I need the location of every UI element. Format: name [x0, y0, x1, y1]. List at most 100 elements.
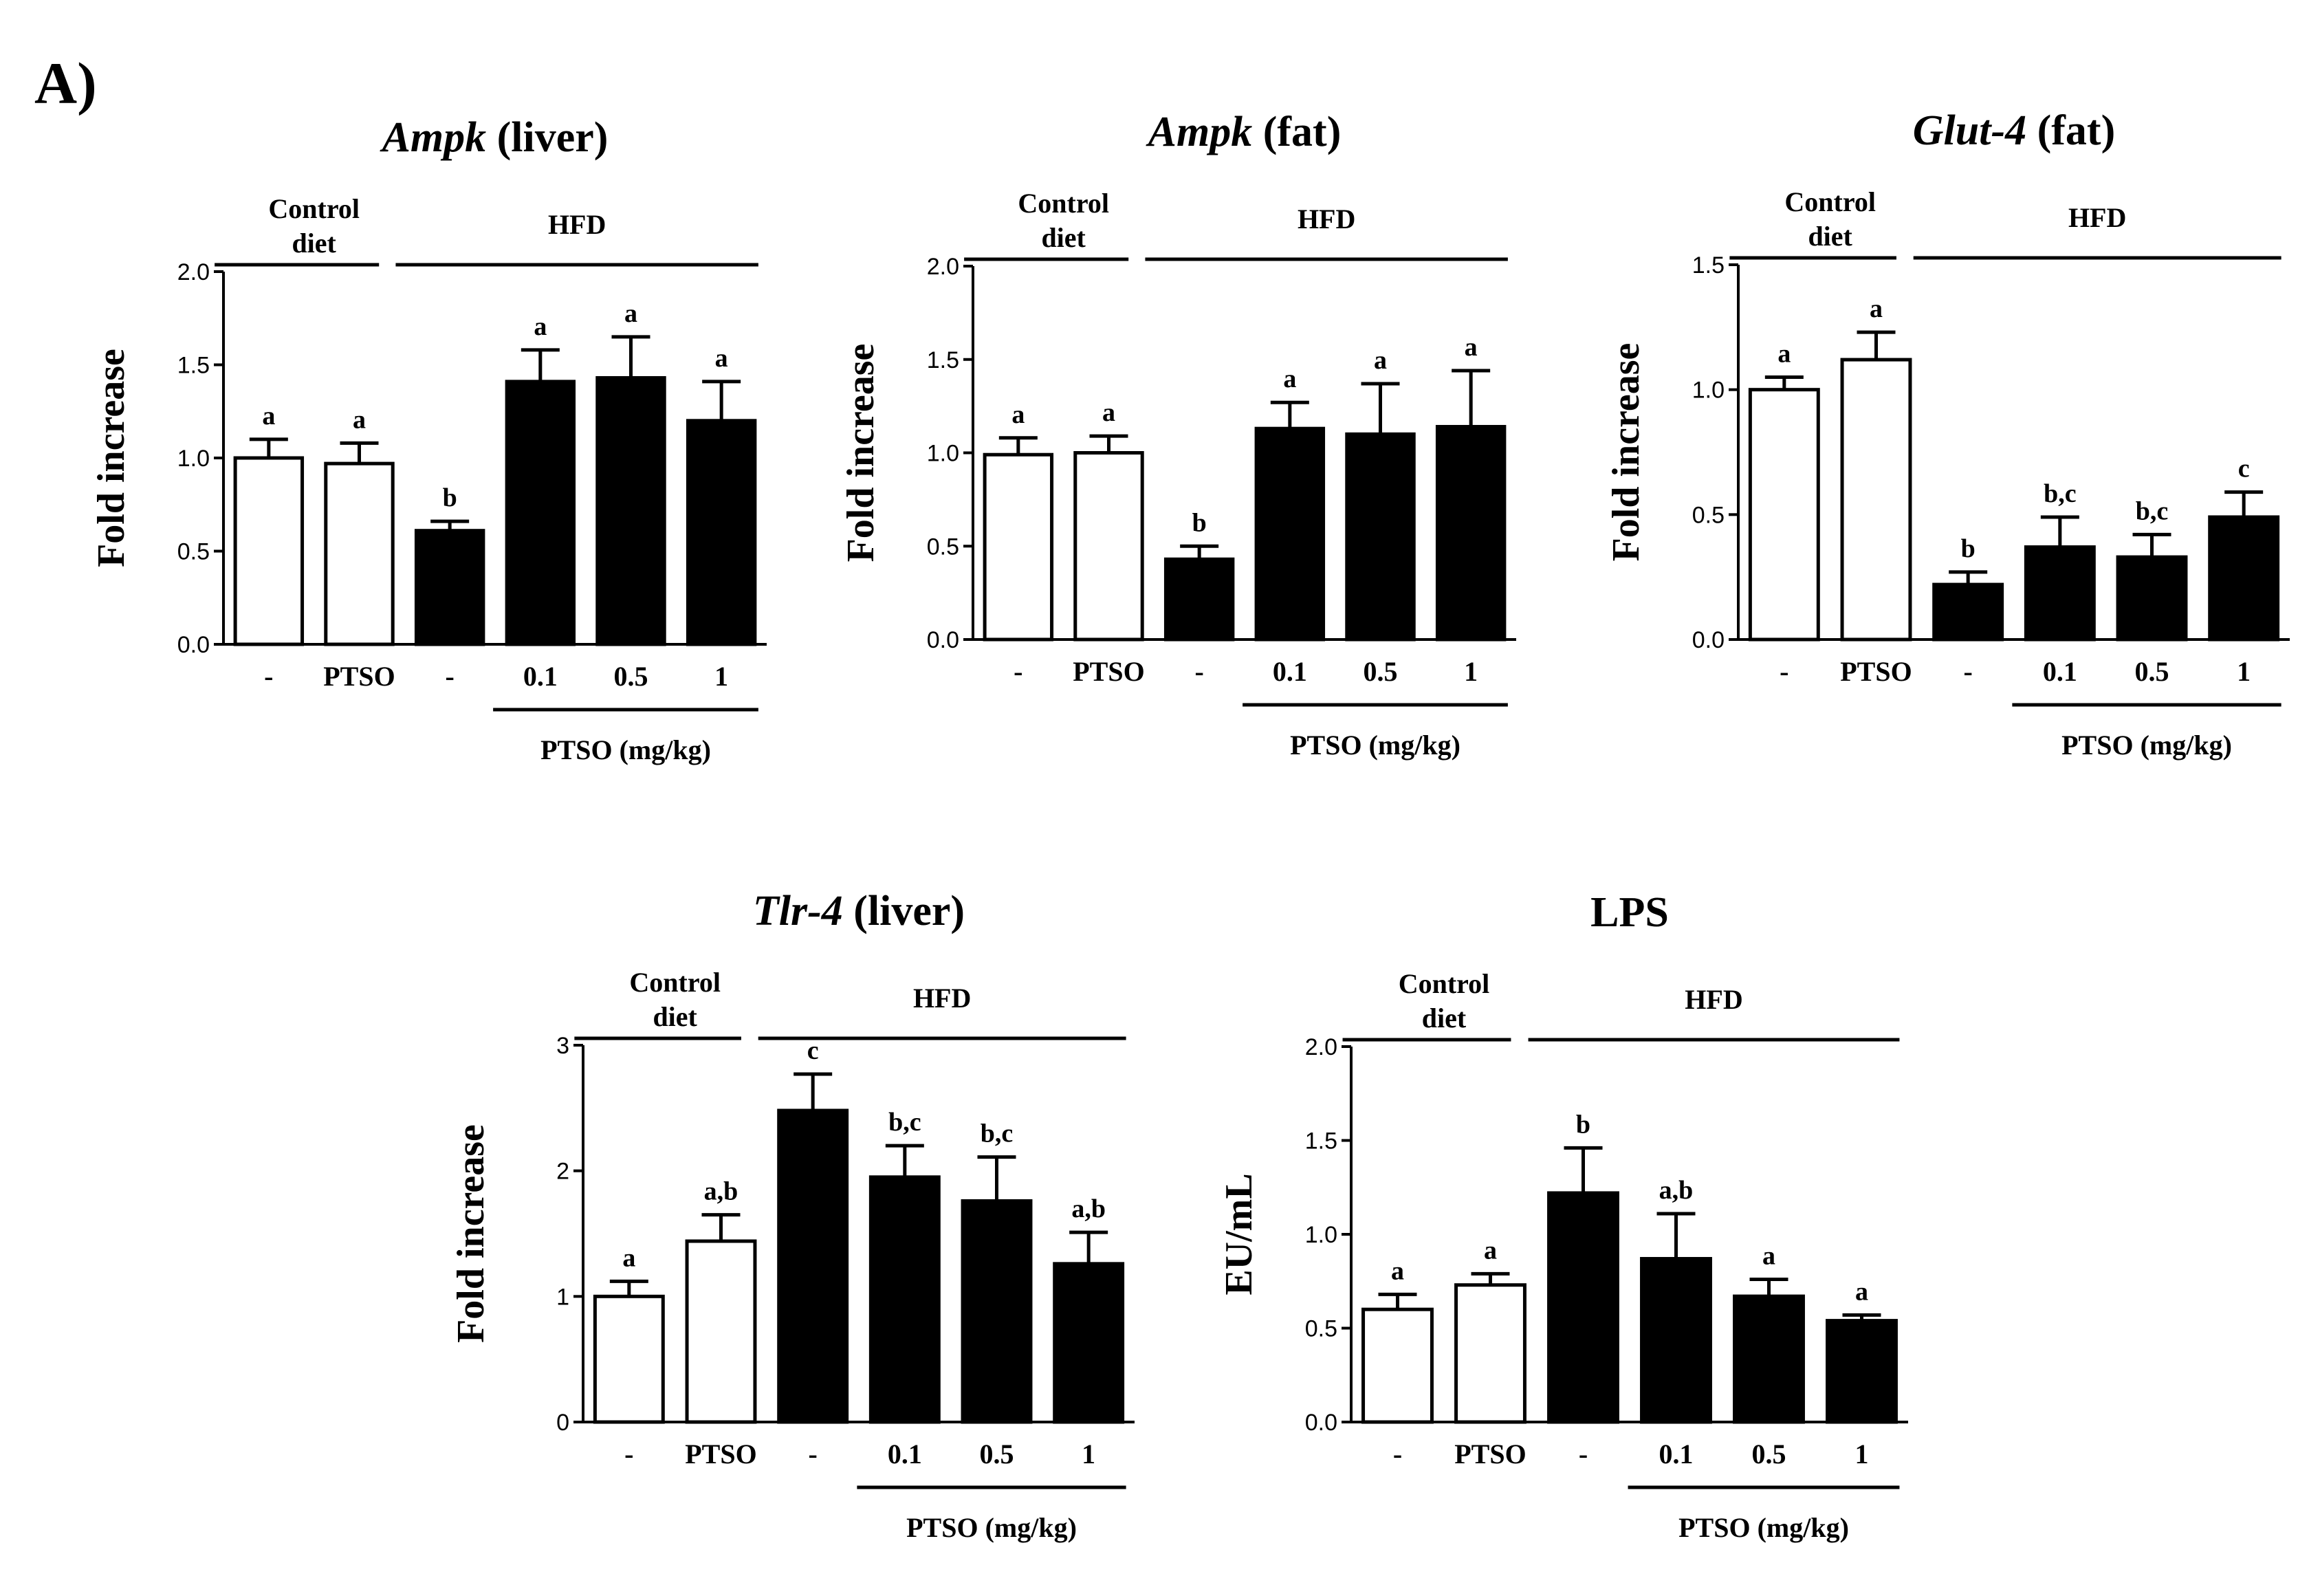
bar [1435, 424, 1507, 642]
category-label: - [1014, 656, 1022, 687]
category-label: 0.5 [980, 1439, 1014, 1469]
significance-label: a [1762, 1242, 1775, 1271]
bar [593, 1294, 665, 1424]
significance-label: c [807, 1036, 819, 1065]
y-tick-label: 1.0 [1305, 1222, 1337, 1248]
chart-title-gene: Tlr-4 [753, 888, 843, 934]
category-label: 1 [1855, 1439, 1869, 1469]
bar [686, 419, 757, 646]
chart-title: Ampk (liver) [380, 114, 609, 161]
category-label: 0.5 [2135, 656, 2169, 687]
y-axis-label: Fold increase [840, 344, 882, 562]
significance-label: b [1192, 508, 1207, 537]
significance-label: a [1855, 1277, 1868, 1306]
significance-label: a [1283, 364, 1296, 393]
control-group-label: diet [1422, 1003, 1467, 1034]
category-label: 1 [714, 661, 728, 692]
category-label: 1 [2237, 656, 2251, 687]
chart-title: LPS [1590, 889, 1669, 936]
dose-group-label: PTSO (mg/kg) [1290, 730, 1460, 761]
significance-label: b [1961, 534, 1976, 563]
y-tick-label: 0.5 [177, 539, 210, 565]
chart-title-tissue: (liver) [843, 888, 965, 934]
y-axis-label: Fold increase [1605, 343, 1648, 562]
chart-title-gene: Ampk [1146, 109, 1253, 155]
significance-label: a [1011, 400, 1025, 429]
significance-label: a [1870, 294, 1883, 323]
category-label: - [446, 661, 455, 692]
category-label: PTSO [1840, 656, 1912, 687]
category-label: 1 [1082, 1439, 1095, 1469]
chart-panel-3: Glut-4 (fat) Control diet HFD 0.0 0.5 1.0 1.5 Fo… [1605, 107, 2290, 761]
bar [505, 380, 576, 646]
chart-title: Ampk (fat) [1146, 109, 1342, 155]
significance-label: c [2238, 455, 2250, 483]
y-tick-label: 0.5 [1692, 502, 1725, 528]
hfd-group-label: HFD [913, 983, 971, 1014]
chart-panel-5: LPS Control diet HFD 0.0 0.5 1.0 1.5 2.0 EU/mL a - a… [1218, 889, 1908, 1543]
bar [1053, 1262, 1125, 1424]
chart-panel-1: Ampk (liver) Control diet HFD 0.0 0.5 1.0 1.5 2.… [90, 114, 767, 765]
y-tick-label: 1.5 [1305, 1128, 1337, 1155]
bar [1073, 451, 1144, 642]
y-axis-label: Fold increase [90, 349, 133, 567]
panel-label: A) [34, 50, 97, 116]
bar [685, 1239, 757, 1424]
control-group-label: Control [1784, 186, 1876, 217]
significance-label: a [353, 405, 366, 434]
category-label: PTSO [685, 1439, 756, 1469]
chart-title: Glut-4 (fat) [1913, 107, 2115, 154]
category-label: PTSO [1454, 1439, 1526, 1469]
y-axis-label: Fold increase [450, 1124, 492, 1343]
bar [1163, 557, 1235, 642]
significance-label: b,c [2136, 496, 2169, 525]
y-axis-label: EU/mL [1218, 1173, 1260, 1295]
category-label: 0.1 [1273, 656, 1307, 687]
y-tick-label: 2.0 [927, 254, 959, 280]
bar [1826, 1319, 1898, 1424]
control-group-label: Control [1399, 968, 1490, 999]
hfd-group-label: HFD [1685, 984, 1742, 1015]
category-label: 0.5 [1364, 656, 1398, 687]
y-tick-label: 0.5 [927, 534, 959, 560]
significance-label: a [1102, 398, 1115, 427]
significance-label: b [443, 483, 457, 512]
y-tick-label: 0.5 [1305, 1316, 1337, 1342]
category-label: - [624, 1439, 633, 1469]
y-tick-label: 1.5 [177, 353, 210, 379]
dose-group-label: PTSO (mg/kg) [906, 1512, 1077, 1543]
charts-container: Ampk (liver) Control diet HFD 0.0 0.5 1.0 1.5 2.… [90, 107, 2290, 1543]
chart-title-tissue: (fat) [2026, 107, 2115, 154]
category-label: PTSO [323, 661, 395, 692]
category-label: - [809, 1439, 818, 1469]
y-tick-label: 1 [556, 1284, 569, 1310]
y-tick-label: 1.5 [1692, 252, 1725, 278]
category-label: - [1964, 656, 1973, 687]
chart-title-tissue: (liver) [486, 114, 608, 161]
category-label: 0.5 [1752, 1439, 1786, 1469]
y-tick-label: 1.0 [177, 446, 210, 472]
category-label: - [1195, 656, 1204, 687]
bar [233, 456, 305, 646]
hfd-group-label: HFD [1298, 204, 1355, 234]
bar [1840, 358, 1912, 642]
hfd-group-label: HFD [2068, 202, 2126, 233]
category-label: - [264, 661, 273, 692]
category-label: 0.1 [2043, 656, 2077, 687]
y-tick-label: 1.5 [927, 347, 959, 373]
y-tick-label: 1.0 [927, 441, 959, 467]
bar [1932, 582, 2004, 642]
y-tick-label: 0.0 [177, 632, 210, 658]
bar [983, 452, 1054, 642]
bar [1748, 388, 1820, 642]
bar [777, 1108, 849, 1424]
dose-group-label: PTSO (mg/kg) [2061, 730, 2232, 761]
category-label: 0.5 [614, 661, 648, 692]
bar [1733, 1294, 1805, 1424]
category-label: 0.1 [523, 661, 558, 692]
control-group-label: Control [268, 193, 360, 224]
control-group-label: diet [292, 228, 336, 259]
significance-label: a [1374, 346, 1387, 375]
